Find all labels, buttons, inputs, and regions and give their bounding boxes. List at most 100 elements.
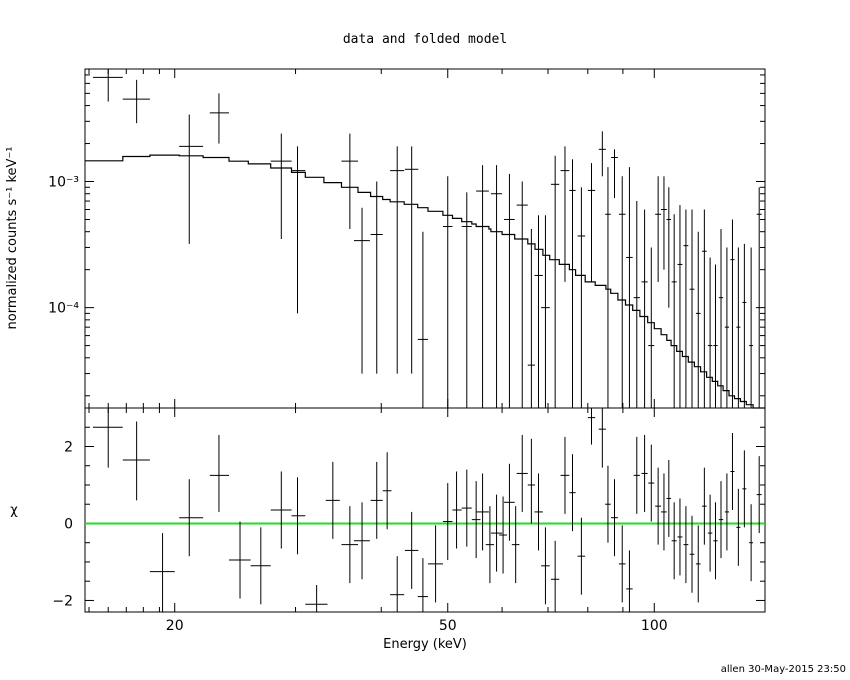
data-point — [404, 146, 419, 374]
residual-point — [560, 436, 570, 514]
residual-point — [671, 502, 677, 580]
residual-point — [305, 585, 328, 612]
data-point — [587, 163, 596, 282]
residual-points — [92, 408, 762, 612]
data-point — [569, 159, 576, 408]
residual-point — [577, 517, 586, 595]
data-point — [270, 133, 292, 240]
residual-point — [476, 473, 489, 551]
residual-point — [605, 465, 611, 543]
residual-point — [661, 473, 667, 551]
residual-point — [718, 481, 724, 559]
residual-point — [541, 527, 550, 605]
y-tick-label: 0 — [64, 516, 73, 532]
residual-point — [641, 434, 648, 512]
residual-point — [499, 496, 507, 574]
data-point — [713, 264, 718, 408]
residual-point — [633, 436, 640, 514]
residual-point — [598, 408, 606, 468]
residual-point — [250, 527, 271, 605]
residual-point — [291, 477, 306, 555]
residual-point — [353, 502, 370, 580]
data-point — [417, 231, 429, 408]
residual-point — [683, 506, 689, 584]
residual-point — [229, 521, 251, 599]
bottom-panel-frame — [84, 407, 766, 613]
residual-point — [471, 481, 481, 559]
data-point — [598, 131, 606, 177]
data-point — [626, 167, 633, 408]
residual-point — [452, 471, 462, 549]
data-point — [641, 209, 648, 408]
data-point — [702, 209, 707, 408]
data-point — [724, 247, 730, 408]
data-point — [353, 207, 370, 374]
top-panel-frame — [84, 68, 766, 409]
residual-point — [618, 525, 626, 603]
data-point — [683, 209, 689, 408]
residual-point — [655, 467, 662, 545]
data-point — [291, 146, 306, 314]
residual-point — [677, 498, 683, 576]
data-point — [730, 219, 735, 408]
residual-point — [707, 494, 713, 572]
residual-point — [179, 479, 204, 557]
data-point — [707, 257, 713, 408]
residual-point — [92, 408, 123, 468]
residual-point — [370, 461, 383, 539]
data-point — [390, 146, 405, 374]
data-point — [341, 133, 359, 230]
residual-point — [689, 515, 695, 593]
residual-point — [756, 456, 762, 534]
y-tick-label: 2 — [64, 439, 73, 455]
y-tick-label: −2 — [52, 593, 73, 609]
data-point — [476, 165, 489, 408]
data-point — [550, 155, 560, 408]
x-axis-label: Energy (keV) — [383, 637, 467, 652]
residual-point — [209, 434, 230, 512]
residual-point — [648, 444, 655, 522]
data-point — [749, 247, 754, 408]
data-point — [179, 114, 204, 244]
data-point — [666, 187, 672, 308]
residual-point — [742, 450, 747, 528]
residual-point — [404, 511, 419, 589]
residual-point — [713, 502, 718, 580]
data-point — [92, 69, 123, 102]
residual-point — [511, 506, 520, 584]
data-point — [756, 187, 762, 408]
data-point — [655, 176, 662, 282]
residual-point — [749, 504, 754, 582]
data-point — [742, 243, 747, 408]
residual-point — [702, 467, 707, 545]
data-point — [718, 229, 724, 408]
residual-point — [695, 525, 701, 603]
data-point — [577, 187, 586, 408]
residual-point — [550, 540, 560, 612]
data-point — [370, 181, 383, 374]
residual-point — [569, 454, 576, 532]
data-point — [461, 192, 472, 408]
x-tick-label: 20 — [166, 618, 184, 634]
y-tick-label: 10⁻⁴ — [48, 301, 79, 317]
data-point — [611, 149, 618, 199]
residual-point — [666, 459, 672, 537]
data-point — [736, 247, 741, 408]
residual-point — [341, 506, 359, 584]
residual-point — [417, 558, 429, 612]
residual-point — [485, 506, 495, 584]
model-step-line — [85, 154, 765, 409]
residual-point — [527, 438, 535, 524]
top-panel: 10⁻⁴ 10⁻³ — [48, 68, 766, 409]
top-y-axis-label: normalized counts s⁻¹ keV⁻¹ — [5, 147, 20, 330]
model-curve — [85, 154, 765, 409]
top-panel-ticks: 10⁻⁴ 10⁻³ — [48, 69, 765, 408]
data-point — [695, 231, 701, 408]
residual-point — [611, 479, 618, 557]
residual-point — [736, 488, 741, 566]
footer-stamp: allen 30-May-2015 23:50 — [721, 664, 846, 675]
data-points — [92, 69, 762, 408]
residual-point — [390, 556, 405, 612]
